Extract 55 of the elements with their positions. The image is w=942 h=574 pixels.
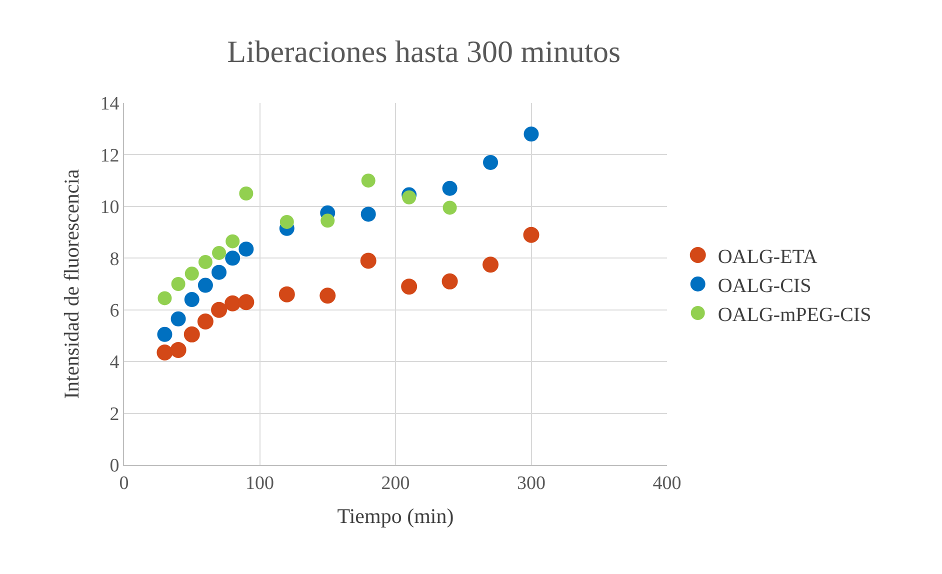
point bbox=[171, 277, 186, 291]
point bbox=[184, 292, 200, 308]
point bbox=[212, 246, 226, 260]
point bbox=[224, 295, 241, 312]
point bbox=[198, 255, 212, 270]
point bbox=[184, 326, 200, 342]
point bbox=[212, 264, 227, 280]
y-tick-label: 6 bbox=[110, 300, 120, 322]
x-tick-label: 300 bbox=[517, 472, 546, 494]
point bbox=[238, 242, 254, 257]
point bbox=[360, 252, 376, 269]
point bbox=[211, 302, 228, 318]
point bbox=[320, 214, 335, 228]
point bbox=[198, 278, 213, 293]
point bbox=[401, 278, 418, 295]
chart-title: Liberaciones hasta 300 minutos bbox=[227, 34, 621, 69]
point bbox=[442, 200, 457, 215]
y-tick-label: 2 bbox=[110, 404, 120, 425]
point bbox=[280, 214, 294, 229]
point bbox=[170, 311, 186, 326]
y-tick-label: 0 bbox=[110, 456, 120, 477]
point bbox=[482, 256, 499, 273]
x-tick-label: 200 bbox=[381, 472, 410, 494]
point bbox=[483, 154, 498, 170]
y-axis-title: Intensidad de fluorescencia bbox=[59, 168, 84, 399]
point bbox=[158, 291, 172, 306]
x-tick-label: 100 bbox=[246, 472, 274, 494]
point bbox=[239, 186, 254, 200]
point bbox=[360, 206, 376, 222]
point bbox=[225, 250, 240, 266]
y-tick-label: 14 bbox=[100, 94, 120, 115]
point bbox=[170, 342, 186, 358]
point bbox=[523, 226, 540, 243]
legend-label: OALG-CIS bbox=[718, 274, 812, 297]
point bbox=[184, 266, 199, 281]
legend-label: OALG-ETA bbox=[718, 246, 818, 268]
x-tick-label: 400 bbox=[652, 472, 682, 494]
point bbox=[197, 313, 214, 330]
y-tick-label: 8 bbox=[110, 248, 120, 270]
point bbox=[226, 234, 240, 248]
y-tick-label: 10 bbox=[100, 197, 120, 218]
point bbox=[524, 126, 539, 142]
y-tick-label: 12 bbox=[100, 145, 120, 166]
point bbox=[157, 326, 172, 342]
point bbox=[320, 288, 336, 304]
point bbox=[361, 174, 376, 188]
point bbox=[156, 344, 173, 361]
legend-label: OALG-mPEG-CIS bbox=[718, 304, 872, 326]
point bbox=[238, 294, 254, 310]
point bbox=[402, 190, 416, 204]
point bbox=[442, 180, 458, 196]
x-axis-title: Tiempo (min) bbox=[337, 504, 454, 528]
y-tick-label: 4 bbox=[110, 352, 120, 374]
point bbox=[278, 286, 295, 302]
point bbox=[442, 273, 458, 290]
